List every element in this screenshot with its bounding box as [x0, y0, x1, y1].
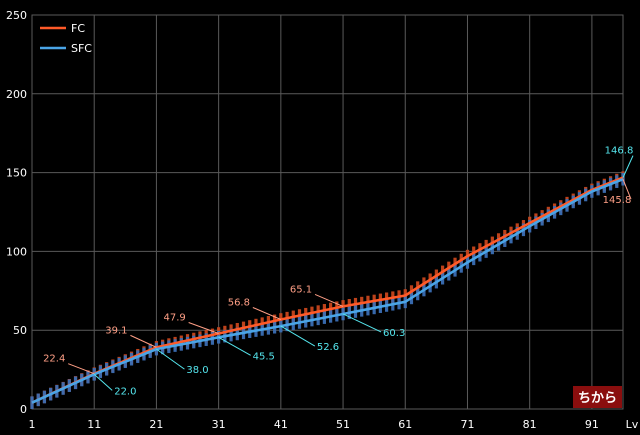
data-label: 22.0: [114, 386, 136, 397]
x-tick-label: 51: [336, 418, 350, 431]
annotation-leader: [188, 322, 219, 334]
x-tick-label: 41: [274, 418, 288, 431]
data-label: 22.4: [43, 354, 65, 365]
data-label: 65.1: [290, 284, 312, 295]
data-label: 146.8: [605, 146, 634, 157]
annotation-leader: [622, 179, 632, 200]
stat-badge: ちから: [573, 386, 622, 408]
badge-background: [573, 386, 622, 408]
legend: FC SFC: [40, 22, 92, 55]
annotation-leader: [93, 373, 113, 391]
data-label: 47.9: [163, 313, 185, 324]
annotation-leaders: [68, 155, 634, 391]
x-tick-label: 31: [212, 418, 226, 431]
x-tick-label: Lv: [626, 418, 639, 431]
data-label: 56.8: [228, 297, 250, 308]
y-tick-label: 200: [6, 88, 27, 101]
annotation-leader: [314, 293, 344, 307]
y-tick-label: 250: [6, 9, 27, 22]
x-tick-label: 1: [29, 418, 36, 431]
annotation-leader: [218, 336, 251, 356]
annotation-leader: [252, 307, 282, 320]
x-tick-label: 71: [460, 418, 474, 431]
annotation-leader: [130, 334, 157, 348]
y-tick-label: 150: [6, 167, 27, 180]
data-label: 145.8: [603, 195, 632, 206]
legend-label-sfc: SFC: [71, 42, 92, 55]
annotation-leader: [280, 325, 316, 347]
annotation-leader: [68, 363, 95, 375]
badge-label: ちから: [578, 391, 617, 406]
legend-label-fc: FC: [71, 22, 85, 35]
x-tick-label: 21: [149, 418, 163, 431]
annotations: 22.4 39.1 47.9 56.8 65.1 146.8 22.0 38.0 45.5 52.…: [43, 146, 633, 398]
x-tick-label: 11: [87, 418, 101, 431]
y-tick-label: 100: [6, 245, 27, 258]
annotation-leader: [622, 155, 634, 178]
data-label: 39.1: [105, 325, 127, 336]
annotation-leader: [342, 313, 382, 333]
y-tick-label: 0: [20, 403, 27, 416]
annotation-leader: [156, 348, 185, 370]
x-tick-label: 81: [523, 418, 537, 431]
y-tick-label: 50: [13, 324, 27, 337]
x-tick-label: 91: [585, 418, 599, 431]
data-label: 60.3: [383, 328, 405, 339]
data-label: 52.6: [317, 342, 339, 353]
data-label: 45.5: [253, 351, 275, 362]
x-tick-label: 61: [398, 418, 412, 431]
data-label: 38.0: [186, 365, 208, 376]
data-bands: [30, 171, 625, 409]
